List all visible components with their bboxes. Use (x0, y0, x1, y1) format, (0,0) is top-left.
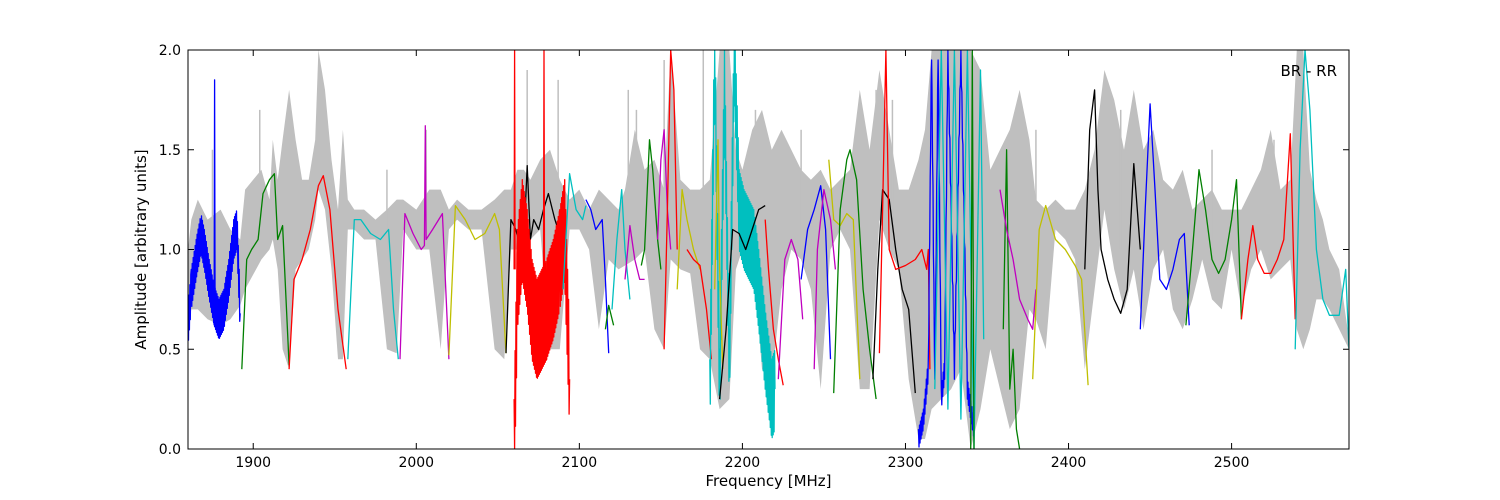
x-tick-label: 2300 (888, 455, 924, 471)
series-line-10 (542, 50, 546, 270)
series-line-29 (833, 149, 877, 400)
x-tick-label: 2000 (398, 455, 434, 471)
series-line-25 (777, 238, 804, 380)
series-line-23 (718, 205, 766, 400)
series-line-35 (1002, 149, 1021, 449)
envelope-band (188, 50, 1349, 449)
series-line-28 (828, 159, 861, 380)
series-line-33 (934, 50, 985, 449)
y-tick-label: 1.5 (159, 143, 181, 159)
series-line-6 (448, 204, 507, 356)
series-line-18 (663, 50, 678, 350)
x-axis-label: Frequency [MHz] (705, 472, 831, 490)
series-line-26 (800, 185, 832, 360)
series-line-41 (1240, 133, 1296, 320)
series-line-3 (288, 175, 347, 370)
y-tick-label: 2.0 (159, 43, 181, 59)
series-line-38 (1084, 89, 1141, 314)
series-line-19 (676, 188, 701, 290)
y-tick-label: 0.0 (159, 442, 181, 458)
series-line-27 (813, 188, 837, 370)
ticks-layer: 1900 2000 2100 2200 2300 2400 2500 0.0 0.5 1.0 1.5… (159, 43, 1349, 471)
x-tick-label: 2500 (1214, 455, 1250, 471)
series-line-11 (562, 173, 587, 290)
series-line-34 (970, 50, 975, 449)
plot-area (188, 50, 1349, 449)
series-line-36 (999, 189, 1037, 330)
annotation-label: BR - RR (1280, 62, 1337, 80)
series-line-15 (624, 224, 645, 281)
y-tick-label: 1.0 (159, 243, 181, 259)
series-line-22 (714, 139, 724, 370)
series-line-20 (686, 249, 713, 360)
x-tick-label: 2100 (562, 455, 598, 471)
series-line-9 (513, 50, 516, 270)
series-line-37 (1032, 204, 1089, 386)
series-line-12 (585, 199, 610, 354)
x-tick-label: 2400 (1051, 455, 1087, 471)
series-line-5 (399, 125, 450, 360)
y-axis-label: Amplitude [arbitrary units] (132, 149, 150, 349)
series-line-39 (1139, 103, 1190, 330)
y-tick-label: 0.5 (159, 342, 181, 358)
series-line-30 (872, 188, 916, 394)
series-line-13 (604, 304, 615, 330)
series-line-2 (241, 173, 290, 370)
series-line-4 (347, 218, 399, 360)
x-tick-label: 2200 (725, 455, 761, 471)
series-line-16 (640, 139, 662, 270)
series-line-24 (764, 219, 784, 386)
series-line-42 (1294, 50, 1349, 350)
series-line-8 (513, 179, 571, 449)
series-line-31 (878, 50, 931, 370)
x-tick-label: 1900 (235, 455, 271, 471)
series-line-40 (1185, 169, 1243, 326)
series-layer (188, 50, 1349, 449)
series-line-1 (213, 79, 216, 326)
series-line-17 (656, 129, 672, 250)
